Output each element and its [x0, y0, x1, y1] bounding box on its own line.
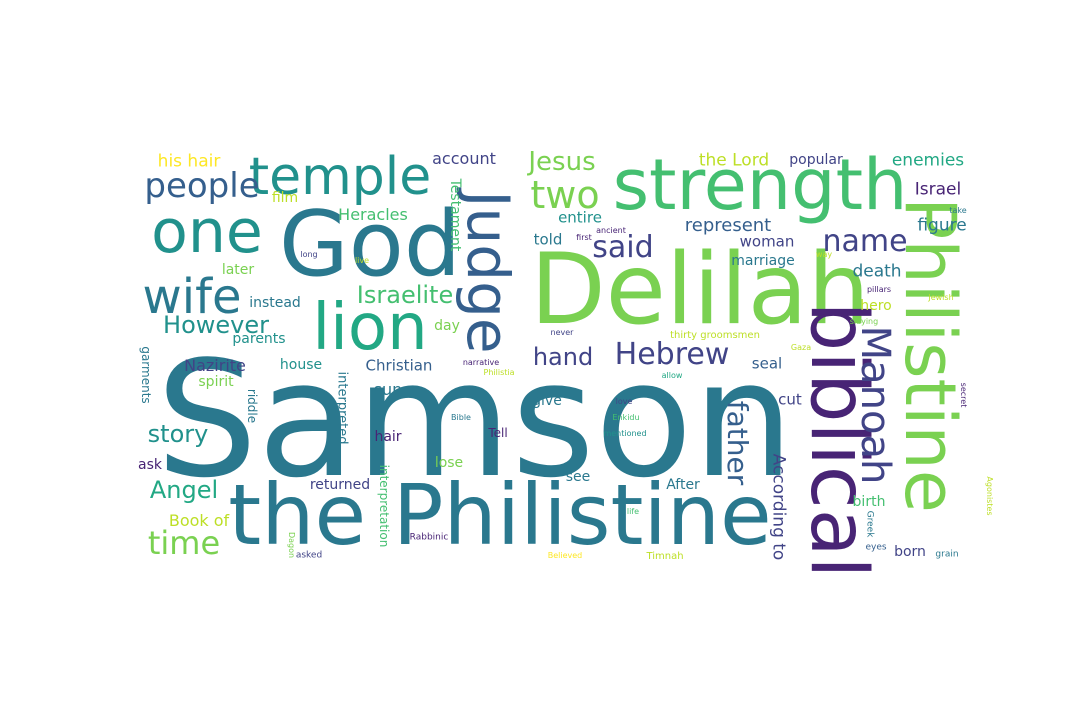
word-film: film	[272, 191, 298, 205]
word-israelite: Israelite	[357, 283, 453, 307]
word-allow: allow	[662, 372, 683, 380]
word-see: see	[566, 470, 591, 484]
word-ask: ask	[138, 458, 162, 472]
word-believed: Believed	[548, 552, 583, 560]
word-marriage: marriage	[731, 254, 794, 268]
word-eyes: eyes	[865, 544, 886, 553]
word-interpreted: interpreted	[336, 372, 349, 445]
word-lose: lose	[435, 456, 463, 470]
word-hair: hair	[374, 430, 401, 444]
word-father: father	[723, 401, 751, 485]
word-pillars: pillars	[867, 286, 891, 294]
word-enemies: enemies	[892, 153, 964, 170]
word-name: name	[822, 227, 907, 257]
word-judge: Judge	[459, 190, 517, 353]
word-one: one	[151, 202, 263, 262]
word-jewish: Jewish	[928, 294, 953, 302]
word-philistia: Philistia	[484, 369, 515, 377]
word-told: told	[534, 233, 563, 248]
word-christian: Christian	[366, 359, 433, 374]
word-ancient: ancient	[596, 227, 626, 235]
word-figure: figure	[917, 218, 966, 235]
word-hero: hero	[860, 299, 892, 313]
word-sun: sun	[374, 382, 403, 398]
word-cut: cut	[778, 393, 802, 408]
word-nazirite: Nazirite	[184, 358, 246, 374]
word-interpretation: interpretation	[378, 465, 390, 548]
word-asked: asked	[296, 552, 322, 561]
word-after: After	[666, 478, 700, 492]
word-account: account	[432, 151, 496, 167]
word-timnah: Timnah	[646, 552, 683, 562]
word-day: day	[434, 319, 460, 333]
word-hand: hand	[533, 345, 593, 369]
word-greek: Greek	[865, 511, 874, 538]
word-way: way	[816, 251, 832, 259]
word-the-lord: the Lord	[699, 153, 769, 170]
word-israel: Israel	[915, 182, 961, 199]
word-angel: Angel	[150, 478, 218, 502]
word-testament: Testament	[448, 179, 462, 252]
word-heracles: Heracles	[338, 207, 408, 223]
word-secret: secret	[959, 383, 967, 408]
word-live: live	[355, 257, 369, 265]
word-mentioned: mentioned	[603, 430, 646, 438]
word-seal: seal	[752, 357, 782, 372]
word-riddle: riddle	[246, 389, 258, 423]
word-love: love	[616, 398, 633, 406]
word-long: long	[300, 251, 317, 259]
word-time: time	[148, 527, 220, 559]
word-grain: grain	[935, 551, 958, 560]
word-thirty-groomsmen: thirty groomsmen	[670, 331, 760, 341]
word-woman: woman	[740, 235, 795, 250]
word-his-hair: his hair	[158, 154, 221, 171]
word-said: said	[592, 233, 653, 263]
word-returned: returned	[310, 478, 370, 492]
word-instead: instead	[249, 296, 301, 310]
word-give: give	[532, 394, 562, 408]
word-take: take	[949, 207, 966, 215]
word-gaza: Gaza	[791, 344, 811, 352]
word-agonistes: Agonistes	[985, 476, 993, 515]
word-garments: garments	[140, 346, 152, 403]
word-dagon: Dagon	[287, 532, 295, 558]
word-narrative: narrative	[463, 359, 499, 367]
word-enkidu: Enkidu	[612, 414, 639, 422]
word-manoah: Manoah	[855, 326, 895, 485]
word-popular: popular	[789, 153, 842, 167]
word-tell: Tell	[488, 427, 507, 439]
word-birth: birth	[853, 495, 886, 509]
word-people: people	[144, 169, 259, 203]
word-hebrew: Hebrew	[615, 340, 730, 370]
word-jesus: Jesus	[528, 149, 595, 175]
word-story: story	[148, 422, 209, 446]
word-bible: Bible	[451, 414, 471, 422]
word-death: death	[852, 264, 901, 281]
word-spirit: spirit	[198, 375, 233, 389]
word-later: later	[222, 263, 254, 277]
word-never: never	[551, 329, 574, 337]
word-book-of: Book of	[169, 513, 229, 529]
word-parents: parents	[232, 332, 285, 346]
word-according-to: According to	[770, 454, 787, 561]
word-born: born	[894, 545, 926, 559]
word-slaying: slaying	[850, 318, 878, 326]
word-entire: entire	[558, 211, 602, 226]
word-first: first	[576, 234, 592, 242]
word-house: house	[280, 358, 322, 372]
word-rabbinic: Rabbinic	[410, 534, 449, 543]
word-life: life	[627, 508, 639, 516]
